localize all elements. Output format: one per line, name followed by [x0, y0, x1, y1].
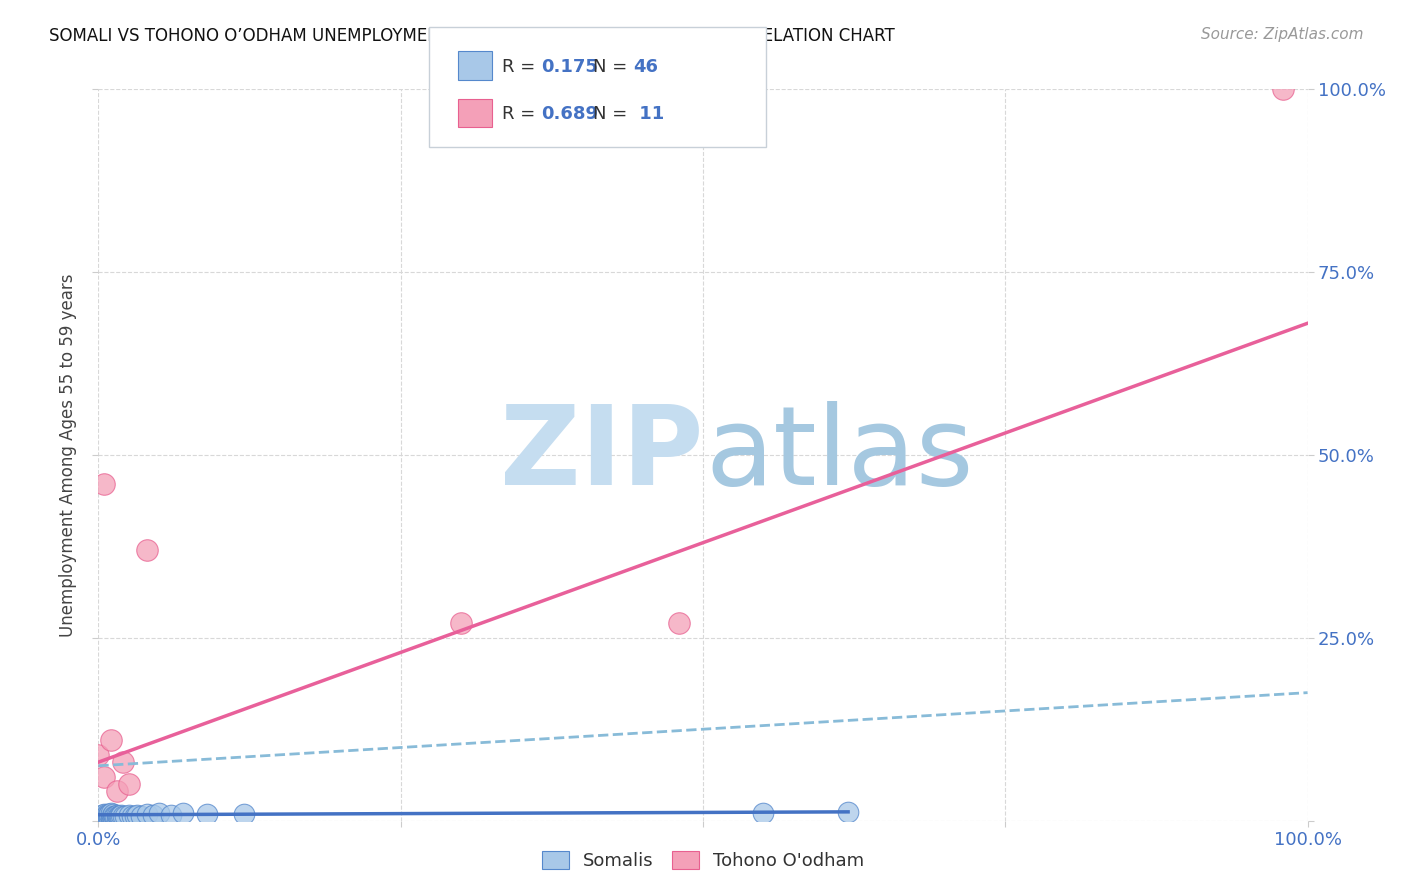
- Point: [450, 616, 472, 631]
- Point: [114, 808, 136, 822]
- Point: [100, 809, 122, 823]
- Point: [108, 809, 131, 823]
- Point: [93, 477, 115, 491]
- Point: [100, 808, 122, 822]
- Point: [93, 770, 115, 784]
- Text: 0.689: 0.689: [541, 105, 599, 123]
- Point: [142, 807, 165, 822]
- Point: [98, 810, 121, 824]
- Point: [103, 808, 125, 822]
- Point: [121, 808, 143, 822]
- Point: [93, 812, 115, 826]
- Point: [93, 807, 115, 822]
- Text: N =: N =: [593, 105, 633, 123]
- Point: [100, 733, 122, 747]
- Point: [101, 807, 124, 822]
- Y-axis label: Unemployment Among Ages 55 to 59 years: Unemployment Among Ages 55 to 59 years: [59, 273, 77, 637]
- Point: [110, 807, 132, 822]
- Point: [100, 805, 122, 820]
- Point: [129, 808, 152, 822]
- Point: [135, 543, 157, 558]
- Point: [96, 807, 118, 822]
- Point: [91, 811, 114, 825]
- Point: [105, 811, 128, 825]
- Point: [98, 807, 121, 822]
- Point: [100, 812, 122, 826]
- Point: [124, 809, 146, 823]
- Point: [90, 810, 112, 824]
- Text: N =: N =: [593, 58, 633, 76]
- Point: [101, 810, 124, 824]
- Point: [107, 809, 129, 823]
- Point: [96, 810, 118, 824]
- Point: [105, 784, 128, 798]
- Point: [93, 809, 115, 823]
- Text: 46: 46: [633, 58, 658, 76]
- Point: [118, 807, 141, 822]
- Point: [118, 777, 141, 791]
- Text: atlas: atlas: [706, 401, 974, 508]
- Point: [91, 812, 114, 826]
- Text: ZIP: ZIP: [499, 401, 703, 508]
- Point: [195, 807, 218, 822]
- Point: [837, 805, 859, 819]
- Point: [160, 807, 183, 822]
- Point: [135, 807, 157, 822]
- Point: [91, 809, 114, 823]
- Point: [111, 809, 134, 823]
- Point: [148, 806, 170, 821]
- Point: [104, 809, 127, 823]
- Text: 11: 11: [633, 105, 664, 123]
- Point: [97, 811, 120, 825]
- Point: [752, 806, 775, 821]
- Text: SOMALI VS TOHONO O’ODHAM UNEMPLOYMENT AMONG AGES 55 TO 59 YEARS CORRELATION CHAR: SOMALI VS TOHONO O’ODHAM UNEMPLOYMENT AM…: [49, 27, 896, 45]
- Point: [232, 807, 254, 822]
- Point: [94, 811, 117, 825]
- Point: [105, 807, 128, 822]
- Point: [111, 755, 134, 769]
- Point: [91, 807, 114, 822]
- Point: [97, 807, 120, 822]
- Point: [172, 806, 194, 821]
- Text: 0.175: 0.175: [541, 58, 598, 76]
- Legend: Somalis, Tohono O'odham: Somalis, Tohono O'odham: [534, 844, 872, 878]
- Text: R =: R =: [502, 105, 541, 123]
- Point: [127, 807, 149, 822]
- Point: [87, 747, 110, 762]
- Point: [668, 616, 690, 631]
- Text: Source: ZipAtlas.com: Source: ZipAtlas.com: [1201, 27, 1364, 42]
- Point: [1272, 82, 1295, 96]
- Text: R =: R =: [502, 58, 541, 76]
- Point: [108, 808, 131, 822]
- Point: [94, 808, 117, 822]
